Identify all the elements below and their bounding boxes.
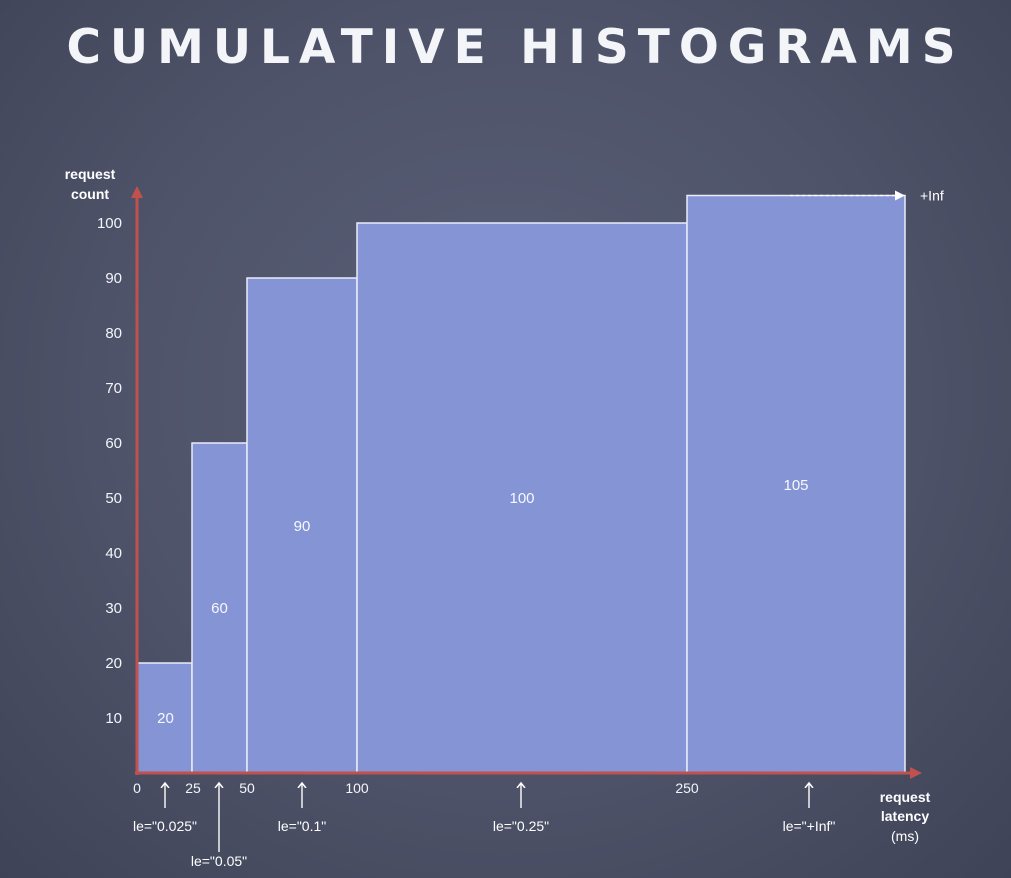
le-bucket-label: le="0.1" xyxy=(278,818,327,834)
x-axis-title-line-2: latency xyxy=(881,808,929,824)
x-tick-label: 0 xyxy=(133,780,141,796)
y-tick-label: 100 xyxy=(97,215,122,232)
y-tick-label: 30 xyxy=(105,600,122,617)
y-axis-title-line-1: request xyxy=(65,166,116,182)
labels-layer: 20 60 90 100 105 +Inf 10 20 30 40 50 60 70 80 90 100 0 25… xyxy=(65,166,944,869)
slide-title: CUMULATIVE HISTOGRAMS xyxy=(66,20,965,75)
x-axis-unit: (ms) xyxy=(891,828,919,844)
x-tick-label: 50 xyxy=(239,780,255,796)
le-bucket-label: le="0.25" xyxy=(493,818,549,834)
bar-bucket-1 xyxy=(191,442,248,774)
bar-bucket-0 xyxy=(136,662,193,774)
le-bucket-label: le="0.05" xyxy=(191,853,247,869)
bar-bucket-3 xyxy=(356,222,688,774)
y-tick-label: 10 xyxy=(105,710,122,727)
y-axis-title-line-2: count xyxy=(71,186,109,202)
y-tick-label: 80 xyxy=(105,325,122,342)
le-bucket-label: le="+Inf" xyxy=(783,818,836,834)
bar-value-label: 100 xyxy=(509,490,534,507)
y-tick-label: 20 xyxy=(105,655,122,672)
x-axis-title-line-1: request xyxy=(880,789,931,805)
le-bucket-label: le="0.025" xyxy=(133,818,197,834)
axes-layer xyxy=(131,186,922,852)
x-tick-label: 100 xyxy=(345,780,369,796)
bar-value-label: 105 xyxy=(783,477,808,494)
y-tick-label: 40 xyxy=(105,545,122,562)
bars-layer xyxy=(136,194,906,774)
bar-bucket-2 xyxy=(246,277,358,774)
bar-value-label: 60 xyxy=(211,600,228,617)
y-tick-label: 60 xyxy=(105,435,122,452)
y-tick-label: 70 xyxy=(105,380,122,397)
bar-value-label: 90 xyxy=(294,518,311,535)
x-tick-label: 250 xyxy=(675,780,699,796)
y-tick-label: 90 xyxy=(105,270,122,287)
overflow-label: +Inf xyxy=(920,188,944,204)
y-tick-label: 50 xyxy=(105,490,122,507)
bar-value-label: 20 xyxy=(157,710,174,727)
x-tick-label: 25 xyxy=(185,780,201,796)
